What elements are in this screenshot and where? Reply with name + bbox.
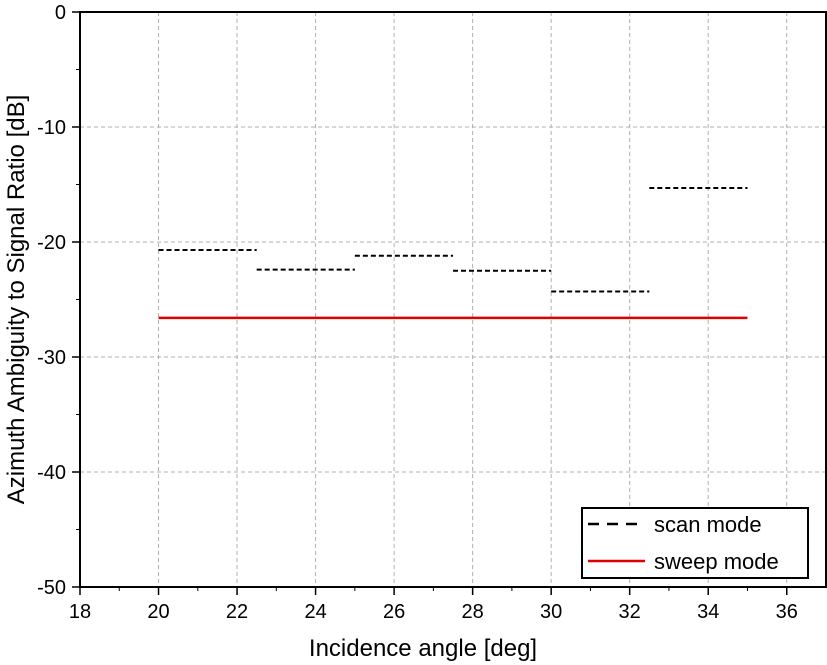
legend-box — [581, 507, 809, 579]
y-axis-label: Azimuth Ambiguity to Signal Ratio [dB] — [3, 95, 30, 505]
legend-label-sweep-mode: sweep mode — [654, 549, 779, 574]
y-tick-label: -30 — [37, 347, 66, 369]
y-tick-label: -40 — [37, 462, 66, 484]
x-axis-label: Incidence angle [deg] — [309, 635, 537, 662]
x-tick-label: 20 — [147, 601, 169, 623]
x-tick-label: 34 — [697, 601, 719, 623]
x-tick-label: 30 — [540, 601, 562, 623]
axis-ticks: 18 20 22 24 26 28 30 32 34 36 0 -10 -20 -30 -40 -50 — [37, 2, 798, 623]
legend: scan mode sweep mode — [581, 507, 809, 579]
x-tick-label: 28 — [462, 601, 484, 623]
grid — [80, 12, 826, 587]
x-tick-label: 36 — [776, 601, 798, 623]
plot-series — [158, 186, 748, 320]
y-tick-label: -20 — [37, 232, 66, 254]
legend-label-scan-mode: scan mode — [654, 512, 762, 537]
x-tick-label: 32 — [619, 601, 641, 623]
plot-frame — [79, 11, 827, 588]
x-tick-label: 22 — [226, 601, 248, 623]
x-tick-label: 24 — [304, 601, 326, 623]
x-tick-label: 18 — [69, 601, 91, 623]
x-tick-label: 26 — [383, 601, 405, 623]
y-tick-label: -50 — [37, 577, 66, 599]
y-tick-label: 0 — [55, 2, 66, 24]
y-tick-label: -10 — [37, 117, 66, 139]
